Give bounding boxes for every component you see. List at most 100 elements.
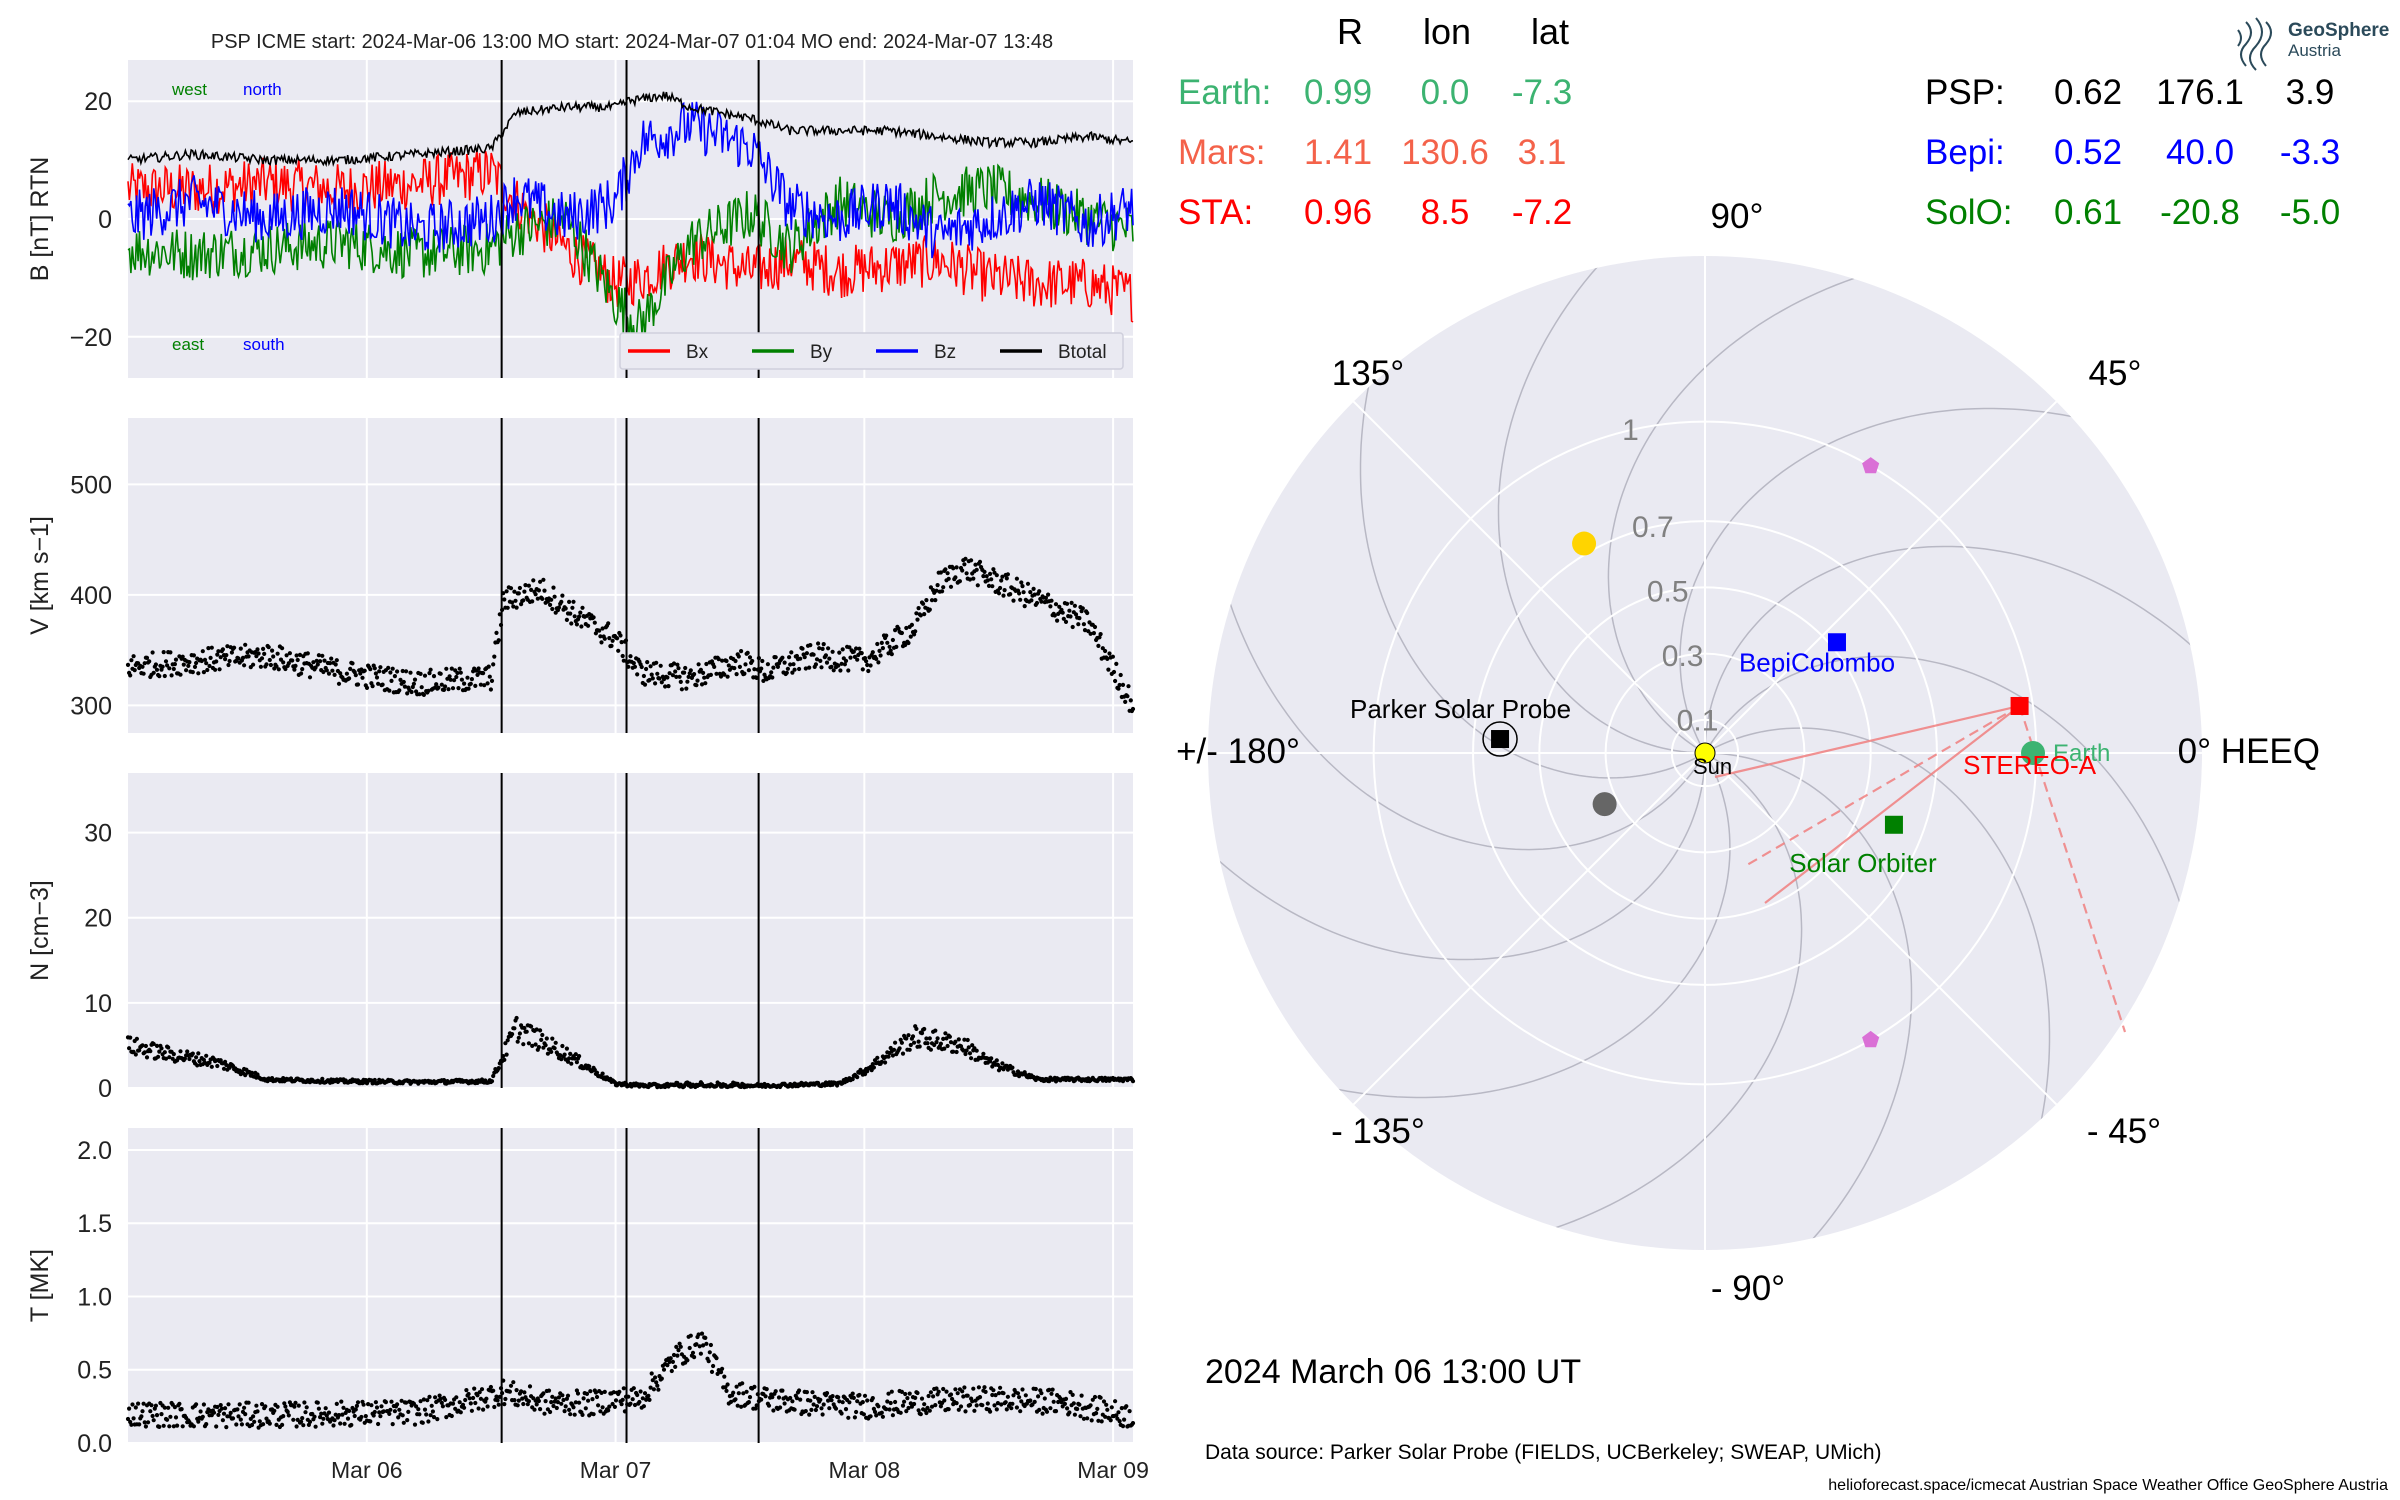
data-point bbox=[412, 1422, 418, 1427]
data-point bbox=[635, 672, 640, 677]
data-point bbox=[412, 677, 418, 682]
data-point bbox=[981, 574, 986, 579]
data-point bbox=[1094, 1411, 1099, 1416]
x-tick-label: Mar 09 bbox=[1077, 1457, 1149, 1483]
data-point bbox=[854, 1409, 859, 1415]
data-point bbox=[326, 671, 332, 676]
data-point bbox=[389, 1399, 394, 1404]
data-point bbox=[900, 1403, 906, 1408]
data-point bbox=[653, 681, 658, 686]
data-point bbox=[1014, 576, 1020, 581]
data-point bbox=[312, 1414, 317, 1419]
data-point bbox=[829, 1398, 834, 1403]
data-point bbox=[790, 670, 795, 675]
data-point bbox=[969, 558, 974, 563]
data-point bbox=[647, 1397, 652, 1402]
data-point bbox=[147, 659, 152, 664]
data-point bbox=[336, 1413, 342, 1418]
data-point bbox=[701, 1343, 706, 1348]
data-point bbox=[1020, 584, 1025, 589]
data-point bbox=[612, 1404, 618, 1409]
data-point bbox=[976, 1385, 982, 1390]
data-point bbox=[913, 629, 918, 634]
data-point bbox=[377, 1410, 382, 1415]
data-point bbox=[204, 661, 209, 666]
data-point bbox=[789, 650, 794, 655]
data-point bbox=[455, 670, 460, 676]
data-point bbox=[321, 1416, 326, 1421]
data-point bbox=[218, 1403, 223, 1408]
data-point bbox=[1004, 576, 1009, 581]
data-point bbox=[467, 1396, 472, 1401]
data-point bbox=[538, 1407, 543, 1412]
data-point bbox=[469, 677, 474, 682]
data-point bbox=[921, 601, 926, 606]
data-point bbox=[666, 684, 671, 689]
data-point bbox=[338, 671, 343, 676]
data-point bbox=[1105, 656, 1110, 662]
data-point bbox=[665, 675, 670, 680]
data-point bbox=[683, 665, 688, 671]
data-point bbox=[761, 678, 766, 684]
data-point bbox=[546, 1388, 552, 1393]
data-point bbox=[468, 1401, 473, 1406]
data-point bbox=[676, 1348, 681, 1353]
geosphere-logo: GeoSphere Austria bbox=[2237, 17, 2389, 71]
data-point bbox=[572, 1412, 577, 1417]
data-point bbox=[770, 1395, 775, 1400]
data-point bbox=[488, 1384, 493, 1390]
angle-label: 90° bbox=[1711, 197, 1764, 236]
data-point bbox=[1043, 595, 1048, 601]
data-point bbox=[280, 1422, 285, 1427]
data-point bbox=[804, 651, 810, 656]
data-point bbox=[1001, 593, 1006, 598]
annotation-north: north bbox=[243, 80, 282, 99]
data-point bbox=[1104, 1402, 1109, 1407]
data-point bbox=[575, 1391, 581, 1396]
angle-label: 0° HEEQ bbox=[2178, 732, 2320, 771]
data-point bbox=[315, 662, 320, 667]
data-point bbox=[641, 1404, 647, 1409]
data-point bbox=[395, 1402, 400, 1407]
data-point bbox=[563, 1404, 568, 1409]
data-point bbox=[541, 1391, 546, 1396]
data-point bbox=[512, 1398, 517, 1403]
data-point bbox=[1070, 1392, 1075, 1397]
y-axis-label: V [km s−1] bbox=[26, 516, 54, 635]
data-point bbox=[190, 670, 195, 675]
data-point bbox=[194, 1055, 199, 1060]
data-point bbox=[1096, 1418, 1101, 1423]
data-point bbox=[1125, 694, 1130, 699]
data-point bbox=[281, 1414, 286, 1419]
data-point bbox=[687, 1345, 692, 1351]
data-point bbox=[925, 1405, 930, 1410]
data-point bbox=[235, 1407, 240, 1412]
data-point bbox=[420, 1420, 425, 1425]
data-point bbox=[934, 588, 939, 593]
data-point bbox=[418, 671, 423, 677]
grid-spoke bbox=[1704, 400, 2058, 754]
data-point bbox=[947, 1034, 953, 1039]
data-point bbox=[938, 1041, 944, 1046]
data-point bbox=[1032, 592, 1037, 597]
data-point bbox=[903, 642, 908, 648]
data-point bbox=[852, 654, 858, 660]
data-point bbox=[926, 1393, 931, 1399]
grid-spoke bbox=[1352, 400, 1706, 754]
data-point bbox=[960, 1389, 965, 1394]
data-point bbox=[476, 1406, 481, 1411]
data-point bbox=[534, 1402, 539, 1407]
data-point bbox=[395, 669, 400, 674]
data-point bbox=[714, 671, 719, 676]
data-point bbox=[519, 1389, 524, 1394]
data-point bbox=[457, 1400, 462, 1405]
data-point bbox=[698, 667, 704, 672]
y-tick-label: 0.5 bbox=[77, 1357, 112, 1385]
data-point bbox=[166, 1405, 171, 1410]
data-point bbox=[827, 1406, 832, 1411]
data-point bbox=[703, 1335, 708, 1340]
data-point bbox=[760, 658, 765, 664]
data-point bbox=[985, 578, 990, 583]
data-point bbox=[166, 1045, 171, 1050]
data-point bbox=[347, 676, 352, 681]
